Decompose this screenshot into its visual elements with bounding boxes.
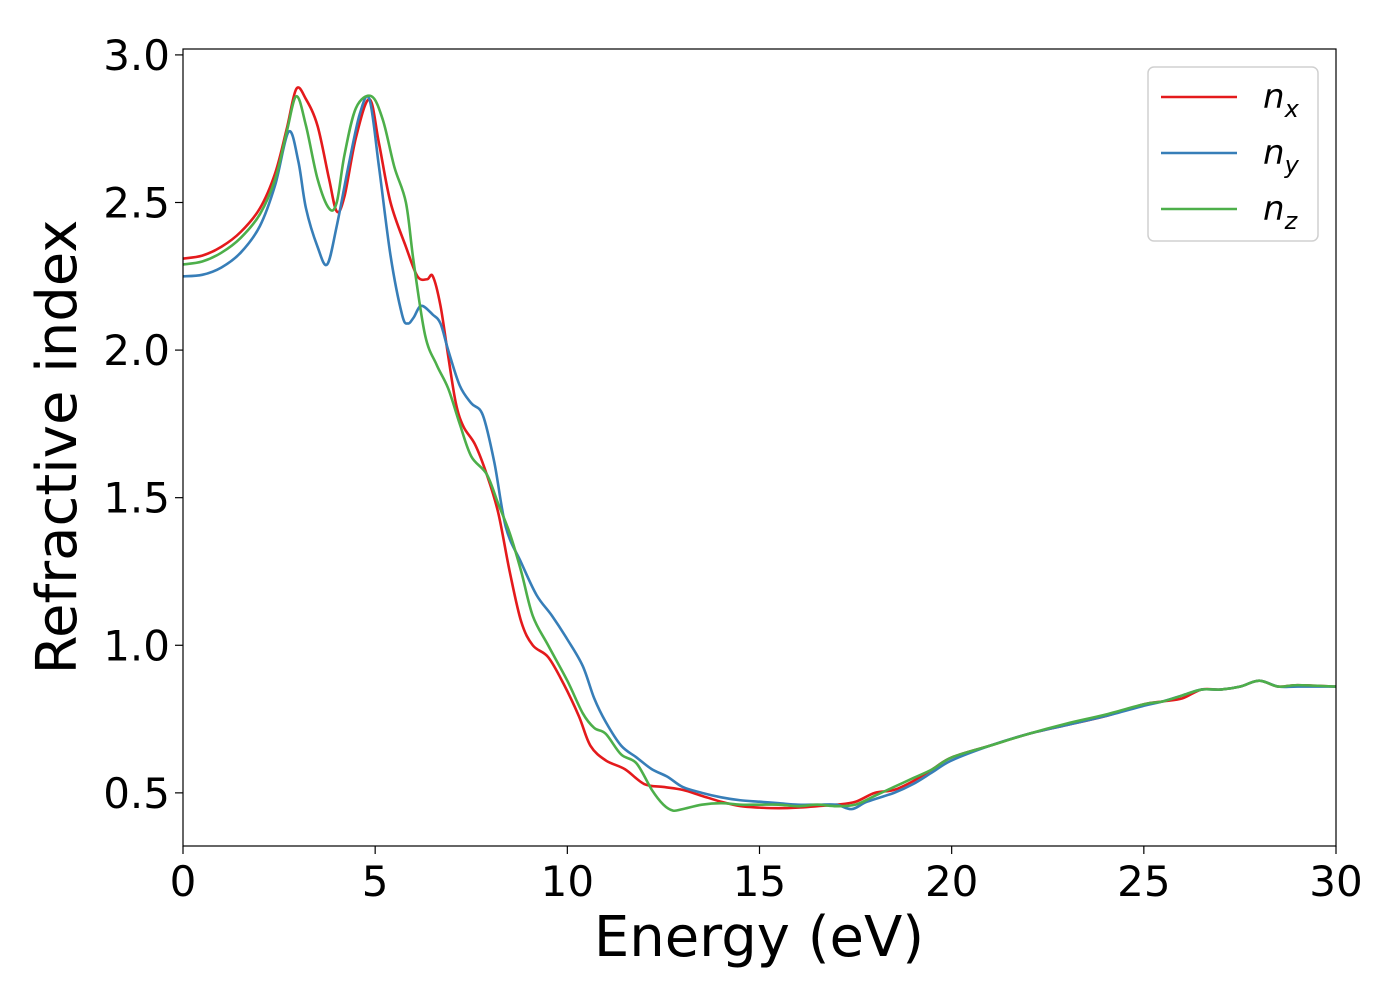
x-tick-label: 30: [1309, 857, 1362, 906]
x-axis-ticks: 0 5 10 15 20 25 30: [170, 846, 1363, 906]
legend-label-sub: y: [1284, 151, 1300, 179]
legend-label-n-x: nx: [1263, 77, 1300, 123]
legend-label-main: n: [1263, 189, 1285, 229]
y-tick-label: 0.5: [103, 769, 170, 818]
legend-label-n-y: ny: [1263, 133, 1300, 179]
legend-label-main: n: [1263, 133, 1285, 173]
x-axis-title: Energy (eV): [594, 905, 924, 970]
legend-label-sub: x: [1284, 95, 1300, 123]
x-tick-label: 5: [362, 857, 389, 906]
series-line-n-z: [183, 94, 1336, 813]
plot-lines: [183, 86, 1336, 813]
y-tick-label: 1.5: [103, 474, 170, 523]
x-tick-label: 10: [541, 857, 594, 906]
legend-label-main: n: [1263, 77, 1285, 117]
x-tick-label: 20: [925, 857, 978, 906]
y-tick-label: 3.0: [103, 31, 170, 80]
y-axis-title: Refractive index: [25, 220, 90, 675]
x-tick-label: 15: [733, 857, 786, 906]
x-tick-label: 0: [170, 857, 197, 906]
y-axis-ticks: 0.5 1.0 1.5 2.0 2.5 3.0: [103, 31, 183, 818]
y-tick-label: 2.0: [103, 326, 170, 375]
legend-label-n-z: nz: [1263, 189, 1299, 235]
x-tick-label: 25: [1117, 857, 1170, 906]
y-tick-label: 1.0: [103, 621, 170, 670]
legend-label-sub: z: [1284, 207, 1299, 235]
y-tick-label: 2.5: [103, 178, 170, 227]
